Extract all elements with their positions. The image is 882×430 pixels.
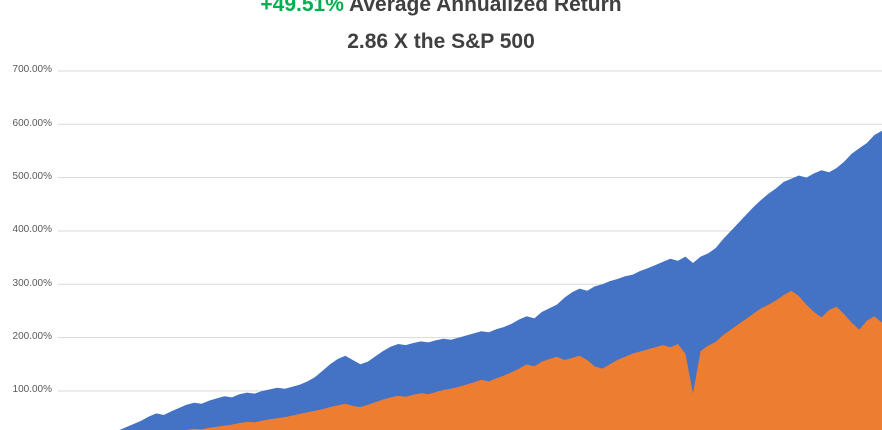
chart-title: +49.51% Average Annualized Return — [0, 0, 882, 17]
y-axis-label: 500.00% — [12, 171, 52, 182]
chart-title-highlight: +49.51% — [260, 0, 344, 16]
y-axis-label: 300.00% — [12, 278, 52, 289]
chart-subtitle: 2.86 X the S&P 500 — [347, 30, 535, 53]
y-axis-label: 700.00% — [12, 64, 52, 75]
y-axis-label: 600.00% — [12, 118, 52, 129]
series-orange-area — [185, 290, 882, 430]
chart-title-rest: Average Annualized Return — [343, 0, 622, 16]
y-axis-label: 200.00% — [12, 331, 52, 342]
series-blue-area — [119, 130, 882, 430]
y-axis-label: 100.00% — [12, 384, 52, 395]
y-axis-label: 400.00% — [12, 224, 52, 235]
